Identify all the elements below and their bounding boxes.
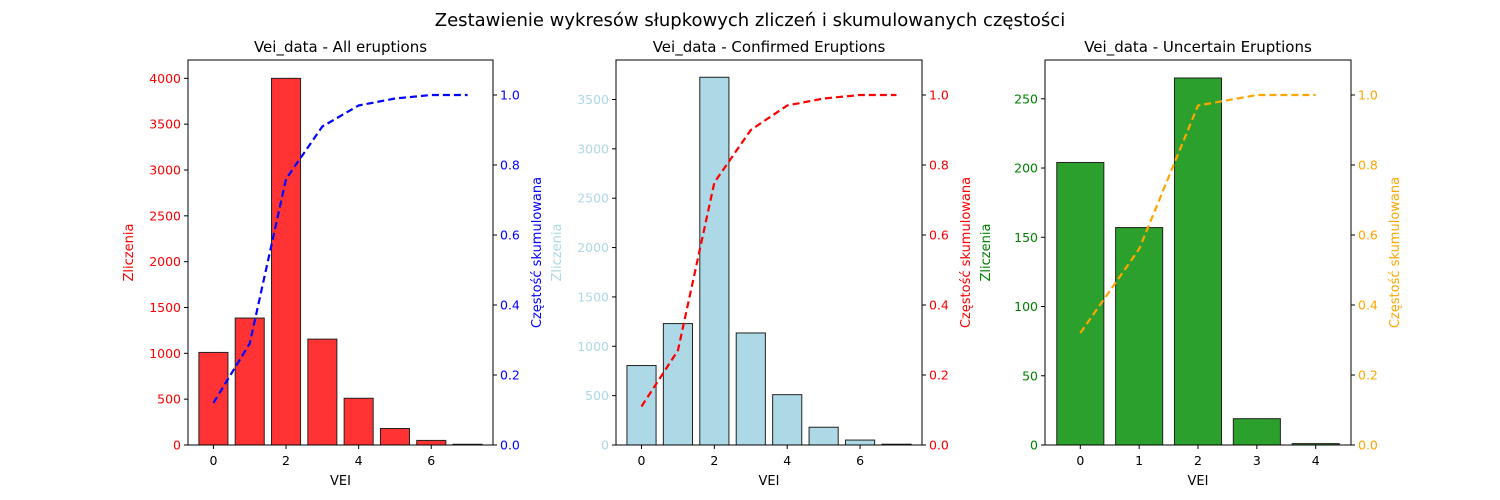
y-axis-label: Zliczenia <box>550 224 565 282</box>
y2-tick-label: 0.8 <box>1358 158 1378 173</box>
y2-tick-label: 0.8 <box>500 158 520 173</box>
x-tick-label: 1 <box>1135 453 1143 468</box>
x-tick-label: 4 <box>783 453 791 468</box>
bar-vei-3 <box>735 332 766 446</box>
y2-tick-label: 1.0 <box>929 88 949 103</box>
y-tick-label: 4000 <box>149 71 181 86</box>
bar-vei-3 <box>307 338 338 446</box>
bar-vei-2 <box>699 76 730 446</box>
x-axis-label: VEI <box>1188 474 1209 489</box>
y2-axis-label: Częstość skumulowana <box>1388 177 1403 328</box>
bar-vei-1 <box>1115 227 1164 446</box>
y-tick-label: 250 <box>1014 91 1038 106</box>
y-tick-label: 150 <box>1014 230 1038 245</box>
bar-vei-0 <box>198 351 229 446</box>
y2-axis-label: Częstość skumulowana <box>530 177 545 328</box>
y2-tick-label: 0.6 <box>929 228 949 243</box>
bar-vei-4 <box>343 397 374 446</box>
bar-vei-4 <box>772 394 803 446</box>
y-tick-label: 1500 <box>577 289 609 304</box>
y-tick-label: 1000 <box>149 346 181 361</box>
chart-panel-uncertain-eruptions: 0 1 2 3 4 0 50 100 150 200 250 0.0 0.2 0.4 0.6 0.8 1.0 Ve… <box>979 38 1403 489</box>
y-axis-label: Zliczenia <box>122 224 137 282</box>
x-tick-label: 6 <box>427 453 435 468</box>
panel-title: Vei_data - All eruptions <box>254 38 427 57</box>
y-tick-label: 3500 <box>149 117 181 132</box>
y2-tick-label: 0.2 <box>1358 368 1378 383</box>
y-tick-label: 200 <box>1014 161 1038 176</box>
chart-panel-all-eruptions: 0 2 4 6 0 500 1000 1500 2000 2500 3000 3500 4000 0.0 0… <box>122 38 545 489</box>
y-tick-label: 1000 <box>577 339 609 354</box>
bar-vei-2 <box>1173 77 1223 446</box>
y2-tick-label: 0.6 <box>1358 228 1378 243</box>
x-tick-label: 2 <box>710 453 718 468</box>
y2-tick-label: 0.2 <box>500 368 520 383</box>
x-tick-label: 3 <box>1253 453 1261 468</box>
y2-tick-label: 0.6 <box>500 228 520 243</box>
bar-vei-2 <box>271 77 302 446</box>
plot-frame <box>187 59 494 446</box>
cumulative-line <box>1079 93 1316 334</box>
y2-tick-label: 0.0 <box>929 438 949 453</box>
bar-vei-1 <box>234 317 265 446</box>
x-tick-label: 0 <box>638 453 646 468</box>
y-tick-label: 2500 <box>149 208 181 223</box>
y-tick-label: 2000 <box>149 254 181 269</box>
panel-title: Vei_data - Uncertain Eruptions <box>1084 38 1312 57</box>
figure-suptitle: Zestawienie wykresów słupkowych zliczeń … <box>435 10 1065 31</box>
y2-tick-label: 0.2 <box>929 368 949 383</box>
y2-tick-label: 0.4 <box>1358 298 1378 313</box>
y-tick-label: 3000 <box>577 141 609 156</box>
y2-tick-label: 0.0 <box>1358 438 1378 453</box>
bar-vei-0 <box>1056 161 1105 446</box>
x-tick-label: 2 <box>1194 453 1202 468</box>
panel-title: Vei_data - Confirmed Eruptions <box>653 38 886 57</box>
x-tick-label: 4 <box>355 453 363 468</box>
x-tick-label: 0 <box>1076 453 1084 468</box>
y2-tick-label: 0.8 <box>929 158 949 173</box>
y-tick-label: 100 <box>1014 299 1038 314</box>
y-tick-label: 0 <box>173 438 181 453</box>
x-tick-label: 4 <box>1312 453 1320 468</box>
plot-frame <box>615 59 923 446</box>
y2-tick-label: 0.4 <box>929 298 949 313</box>
y2-tick-label: 0.4 <box>500 298 520 313</box>
y-tick-label: 0 <box>1030 438 1038 453</box>
y-tick-label: 0 <box>601 438 609 453</box>
x-axis-label: VEI <box>759 474 780 489</box>
x-axis-label: VEI <box>330 474 351 489</box>
bar-vei-1 <box>662 323 693 446</box>
y-tick-label: 500 <box>585 388 609 403</box>
y-tick-label: 2000 <box>577 240 609 255</box>
y2-tick-label: 1.0 <box>500 88 520 103</box>
x-tick-label: 2 <box>282 453 290 468</box>
chart-panel-confirmed-eruptions: 0 2 4 6 0 500 1000 1500 2000 2500 3000 3500 0.0 0.2 0.… <box>550 38 974 489</box>
y2-tick-label: 0.0 <box>500 438 520 453</box>
y-tick-label: 500 <box>157 392 181 407</box>
bar-vei-5 <box>808 426 839 446</box>
y-tick-label: 2500 <box>577 191 609 206</box>
x-tick-label: 6 <box>856 453 864 468</box>
y-tick-label: 3500 <box>577 92 609 107</box>
y-axis-label: Zliczenia <box>979 224 994 282</box>
cumulative-line <box>212 93 468 404</box>
bar-vei-5 <box>379 428 410 446</box>
bar-vei-3 <box>1232 418 1281 446</box>
cumulative-line <box>640 93 897 408</box>
y-tick-label: 50 <box>1022 368 1038 383</box>
bar-vei-6 <box>416 439 447 446</box>
x-tick-label: 0 <box>209 453 217 468</box>
y2-tick-label: 1.0 <box>1358 88 1378 103</box>
y-tick-label: 1500 <box>149 300 181 315</box>
bar-vei-6 <box>845 439 876 446</box>
y-tick-label: 3000 <box>149 163 181 178</box>
y2-axis-label: Częstość skumulowana <box>959 177 974 328</box>
